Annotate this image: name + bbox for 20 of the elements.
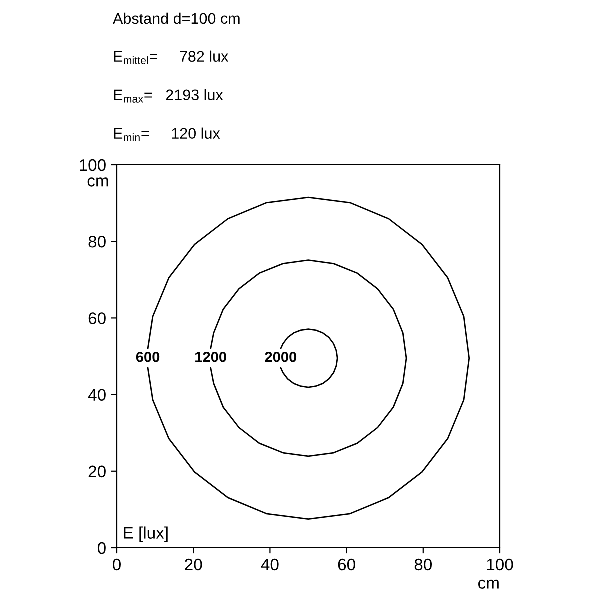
x-tick-label: 100 (487, 558, 514, 571)
x-tick-label: 60 (338, 558, 356, 571)
x-axis-title: cm (478, 580, 499, 589)
annotation: 600 (136, 352, 160, 362)
y-tick-label: 0 (98, 542, 106, 554)
x-tick-label: 20 (185, 558, 202, 571)
y-tick-label: 40 (88, 389, 106, 402)
y-axis-title: cm (88, 178, 108, 187)
annotation: 2000 (265, 352, 297, 362)
y-tick-label: 60 (88, 312, 106, 324)
x-tick-label: 40 (261, 558, 279, 571)
y-tick-label: 80 (88, 236, 106, 248)
text: E$_{mittel}$= 782 lux E$_{max}$= 2193 lux E$_{min}$= 120 lux (114, 50, 229, 142)
x-tick-label: 0 (113, 558, 121, 571)
y-tick-label: 100 (80, 159, 106, 172)
annotation: 1200 (196, 352, 226, 362)
annotation: E [lux] (124, 526, 168, 542)
chart-title: Abstand d=100 cm (113, 12, 240, 24)
y-tick-label: 20 (88, 466, 106, 478)
x-tick-label: 80 (414, 558, 432, 571)
